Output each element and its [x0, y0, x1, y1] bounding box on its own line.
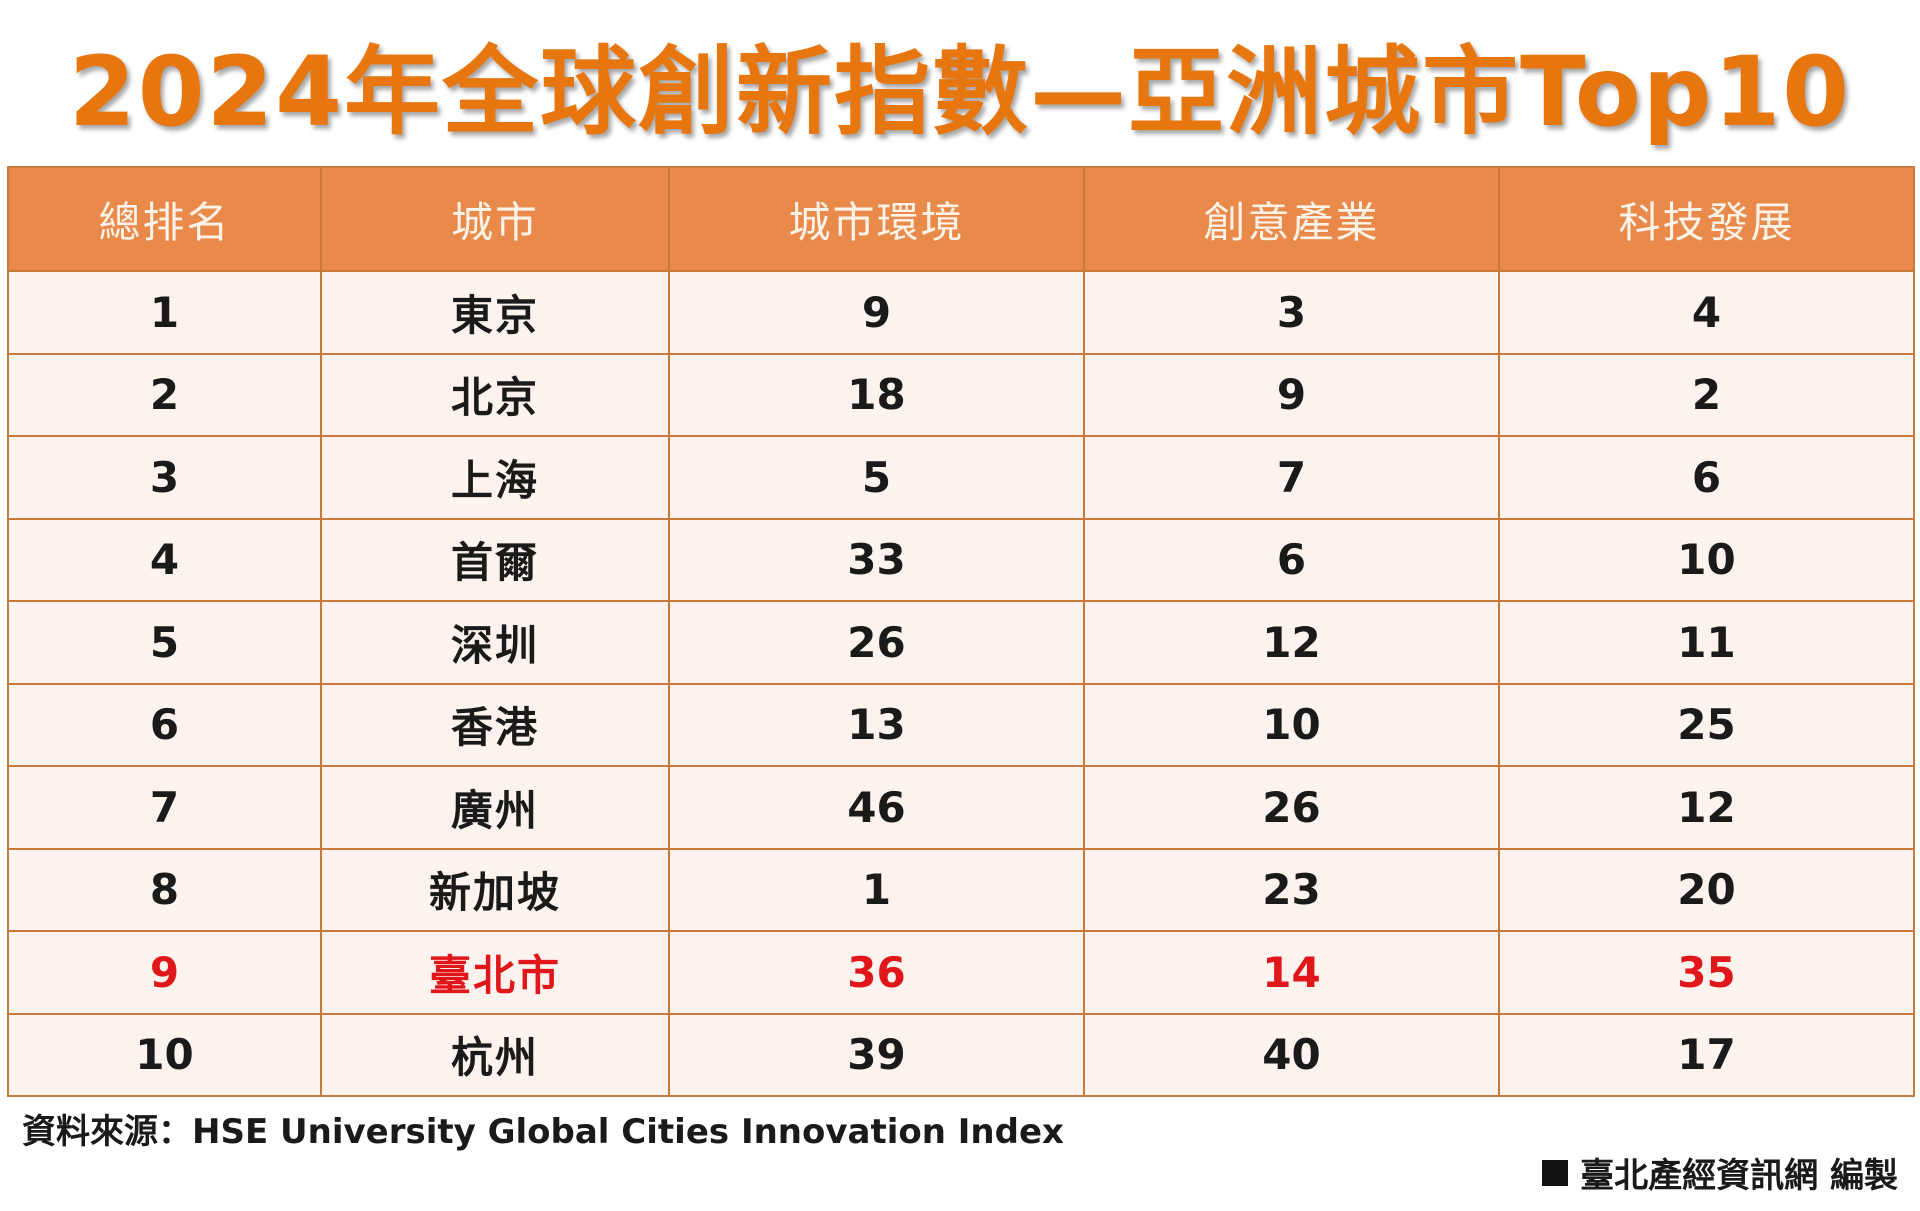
cell-city: 廣州	[320, 765, 670, 850]
cell-creative-industry: 40	[1083, 1012, 1500, 1097]
cell-city-environment: 39	[668, 1012, 1085, 1097]
cell-creative-industry: 6	[1083, 517, 1500, 602]
cell-city: 東京	[320, 270, 670, 355]
cell-creative-industry: 7	[1083, 435, 1500, 520]
cell-creative-industry: 12	[1083, 600, 1500, 685]
square-bullet-icon	[1542, 1159, 1569, 1186]
cell-creative-industry: 14	[1083, 930, 1500, 1015]
cell-city-environment: 26	[668, 600, 1085, 685]
column-header-city: 城市	[320, 166, 670, 272]
cell-city: 香港	[320, 682, 670, 767]
table-row: 5 深圳 26 12 11	[7, 600, 1915, 685]
cell-tech-development: 2	[1498, 352, 1915, 437]
column-header-tech-development: 科技發展	[1498, 166, 1915, 272]
table-row: 8 新加坡 1 23 20	[7, 847, 1915, 932]
cell-rank: 2	[7, 352, 322, 437]
table-row: 7 廣州 46 26 12	[7, 765, 1915, 850]
cell-city: 上海	[320, 435, 670, 520]
cell-rank: 5	[7, 600, 322, 685]
cell-rank: 1	[7, 270, 322, 355]
cell-rank: 9	[7, 930, 322, 1015]
column-header-creative-industry: 創意產業	[1083, 166, 1500, 272]
cell-tech-development: 35	[1498, 930, 1915, 1015]
cell-rank: 7	[7, 765, 322, 850]
table-row: 6 香港 13 10 25	[7, 682, 1915, 767]
cell-city-environment: 36	[668, 930, 1085, 1015]
cell-city: 新加坡	[320, 847, 670, 932]
cell-tech-development: 11	[1498, 600, 1915, 685]
cell-city-environment: 9	[668, 270, 1085, 355]
cell-city-environment: 5	[668, 435, 1085, 520]
cell-creative-industry: 3	[1083, 270, 1500, 355]
cell-rank: 6	[7, 682, 322, 767]
table-header-row: 總排名 城市 城市環境 創意產業 科技發展	[7, 166, 1915, 272]
cell-rank: 4	[7, 517, 322, 602]
table-row: 1 東京 9 3 4	[7, 270, 1915, 355]
table-row: 4 首爾 33 6 10	[7, 517, 1915, 602]
credit-line: 臺北產經資訊網 編製	[1542, 1148, 1898, 1197]
cell-city-environment: 33	[668, 517, 1085, 602]
table-row: 9 臺北市 36 14 35	[7, 930, 1915, 1015]
cell-city-environment: 1	[668, 847, 1085, 932]
ranking-table: 總排名 城市 城市環境 創意產業 科技發展 1 東京 9 3 4 2 北京 18 9 2 3 上海 5 7…	[7, 166, 1915, 1097]
cell-city: 深圳	[320, 600, 670, 685]
table-body: 1 東京 9 3 4 2 北京 18 9 2 3 上海 5 7 6 4 首爾 33 6 10 5 深圳 26 12 11 6 香港 1…	[7, 270, 1915, 1097]
cell-rank: 10	[7, 1012, 322, 1097]
cell-tech-development: 12	[1498, 765, 1915, 850]
cell-city: 杭州	[320, 1012, 670, 1097]
cell-tech-development: 6	[1498, 435, 1915, 520]
cell-tech-development: 17	[1498, 1012, 1915, 1097]
cell-tech-development: 10	[1498, 517, 1915, 602]
cell-creative-industry: 9	[1083, 352, 1500, 437]
cell-city-environment: 18	[668, 352, 1085, 437]
cell-tech-development: 4	[1498, 270, 1915, 355]
data-source-note: 資料來源：HSE University Global Cities Innova…	[22, 1112, 1064, 1152]
cell-rank: 3	[7, 435, 322, 520]
cell-city: 臺北市	[320, 930, 670, 1015]
cell-creative-industry: 23	[1083, 847, 1500, 932]
cell-rank: 8	[7, 847, 322, 932]
cell-tech-development: 25	[1498, 682, 1915, 767]
table-row: 3 上海 5 7 6	[7, 435, 1915, 520]
cell-creative-industry: 10	[1083, 682, 1500, 767]
column-header-city-environment: 城市環境	[668, 166, 1085, 272]
table-row: 10 杭州 39 40 17	[7, 1012, 1915, 1097]
cell-city: 北京	[320, 352, 670, 437]
cell-tech-development: 20	[1498, 847, 1915, 932]
page-title: 2024年全球創新指數—亞洲城市Top10	[68, 36, 1852, 148]
credit-text: 臺北產經資訊網 編製	[1580, 1156, 1898, 1196]
cell-creative-industry: 26	[1083, 765, 1500, 850]
cell-city-environment: 13	[668, 682, 1085, 767]
table-row: 2 北京 18 9 2	[7, 352, 1915, 437]
cell-city: 首爾	[320, 517, 670, 602]
column-header-overall-rank: 總排名	[7, 166, 322, 272]
cell-city-environment: 46	[668, 765, 1085, 850]
